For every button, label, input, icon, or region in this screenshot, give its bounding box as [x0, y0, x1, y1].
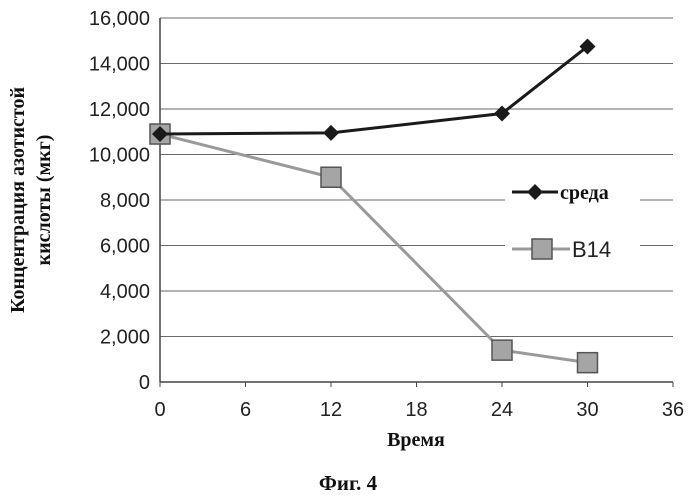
y-axis-label-line1: Концентрация азотистой — [7, 87, 29, 313]
data-point-square — [321, 167, 341, 187]
data-point-square — [578, 353, 598, 373]
y-tick-label: 12,000 — [89, 99, 150, 121]
series-line-0 — [160, 46, 588, 134]
y-tick-label: 8,000 — [100, 190, 150, 212]
y-tick-label: 16,000 — [89, 8, 150, 30]
x-tick-label: 24 — [491, 399, 513, 421]
y-tick-label: 10,000 — [89, 145, 150, 167]
data-point-square — [492, 340, 512, 360]
y-axis-label-line2: кислоты (мкг) — [33, 135, 55, 266]
legend: среда В14 — [505, 170, 640, 270]
legend-label-sreda: среда — [560, 182, 609, 204]
x-tick-labels: 0 6 12 18 24 30 36 — [154, 382, 684, 421]
x-tick-label: 0 — [154, 399, 165, 421]
y-tick-label: 6,000 — [100, 236, 150, 258]
legend-label-b14: В14 — [572, 237, 611, 262]
y-tick-labels: 0 2,000 4,000 6,000 8,000 10,000 12,000 14,000 1… — [89, 8, 150, 394]
x-tick-label: 30 — [576, 399, 598, 421]
legend-marker-b14 — [532, 239, 552, 259]
x-tick-label: 18 — [405, 399, 427, 421]
x-tick-label: 12 — [320, 399, 342, 421]
y-tick-label: 0 — [139, 372, 150, 394]
x-tick-label: 36 — [662, 399, 684, 421]
x-tick-label: 6 — [240, 399, 251, 421]
data-point-diamond — [323, 125, 339, 141]
y-tick-label: 4,000 — [100, 281, 150, 303]
y-tick-label: 14,000 — [89, 54, 150, 76]
y-tick-label: 2,000 — [100, 327, 150, 349]
x-axis-label: Время — [387, 429, 445, 451]
figure-caption: Фиг. 4 — [319, 471, 378, 495]
